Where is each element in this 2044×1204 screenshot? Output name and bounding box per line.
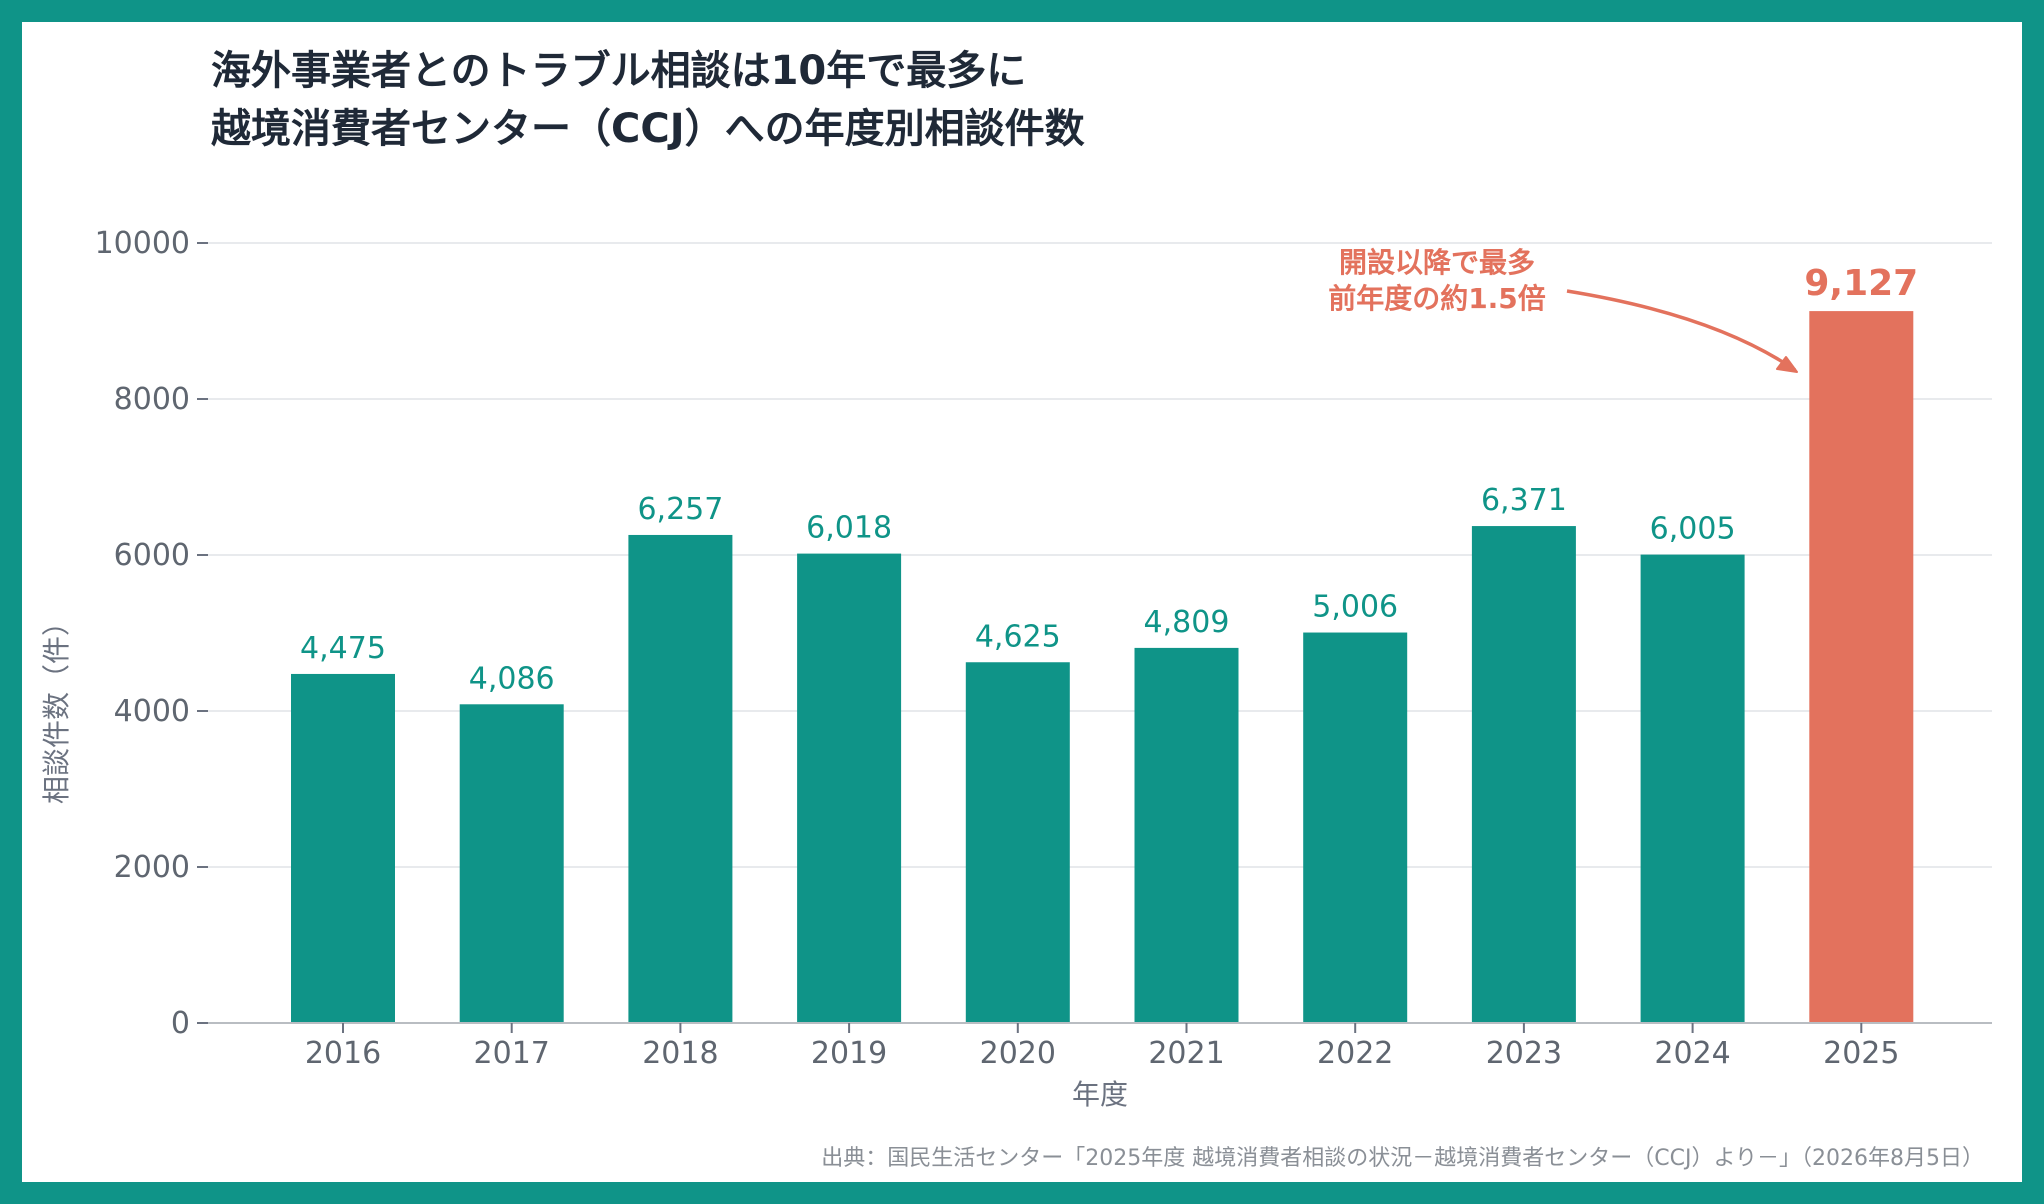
x-axis-label: 年度 [1072,1078,1128,1111]
x-tick-label-2024: 2024 [1654,1036,1730,1071]
data-label-2023: 6,371 [1481,483,1567,518]
y-tick-label: 4000 [114,694,190,729]
bars: 4,475 4,086 6,257 6,018 4,625 4,809 5,006 6,371… [291,263,1918,1023]
annotation-line-1: 開設以降で最多 [1339,246,1535,279]
data-label-2017: 4,086 [469,661,555,696]
y-tick-label: 10000 [95,226,190,261]
bar-2017 [459,704,564,1023]
y-axis-label: 相談件数（件） [40,608,73,804]
x-tick-label-2019: 2019 [811,1036,887,1071]
y-tick-label: 8000 [114,382,190,417]
annotation-line-2: 前年度の約1.5倍 [1328,282,1546,315]
y-tick-label: 0 [171,1006,190,1041]
bar-2023 [1471,526,1576,1023]
x-tick-label-2025: 2025 [1823,1036,1899,1071]
bar-2019 [797,553,902,1023]
bar-2022 [1303,632,1408,1023]
bar-2018 [628,534,733,1023]
x-tick-label-2023: 2023 [1486,1036,1562,1071]
chart-title: 海外事業者とのトラブル相談は10年で最多に 越境消費者センター（CCJ）への年度… [211,42,1085,158]
title-line-1: 海外事業者とのトラブル相談は10年で最多に [211,48,1027,94]
source-note: 出典：国民生活センター「2025年度 越境消費者相談の状況－越境消費者センター（… [821,1146,1984,1171]
annotation: 開設以降で最多 前年度の約1.5倍 [1328,246,1798,373]
annotation-arrow [1566,289,1796,372]
y-axis: 0 2000 4000 6000 8000 10000 [95,226,208,1041]
data-label-2025: 9,127 [1804,263,1918,304]
bar-2024 [1640,554,1745,1023]
data-label-2018: 6,257 [637,492,723,527]
data-label-2020: 4,625 [975,619,1061,654]
x-tick-label-2022: 2022 [1317,1036,1393,1071]
y-tick-label: 6000 [114,538,190,573]
title-line-2: 越境消費者センター（CCJ）への年度別相談件数 [211,106,1085,152]
data-label-2024: 6,005 [1650,512,1736,547]
x-tick-label-2016: 2016 [305,1036,381,1071]
x-tick-label-2018: 2018 [642,1036,718,1071]
y-tick-label: 2000 [114,850,190,885]
x-axis: 2016 2017 2018 2019 2020 2021 2022 2023 2024 2025 [208,1022,1992,1071]
bar-2021 [1134,647,1239,1023]
bar-2025 [1809,311,1914,1023]
x-tick-label-2017: 2017 [474,1036,550,1071]
bar-2020 [965,662,1070,1023]
x-tick-label-2021: 2021 [1148,1036,1224,1071]
data-label-2021: 4,809 [1144,605,1230,640]
x-tick-label-2020: 2020 [980,1036,1056,1071]
data-label-2016: 4,475 [300,631,386,666]
data-label-2022: 5,006 [1312,590,1398,625]
annotation-arrowhead [1776,356,1798,373]
data-label-2019: 6,018 [806,511,892,546]
bar-2016 [291,673,395,1023]
